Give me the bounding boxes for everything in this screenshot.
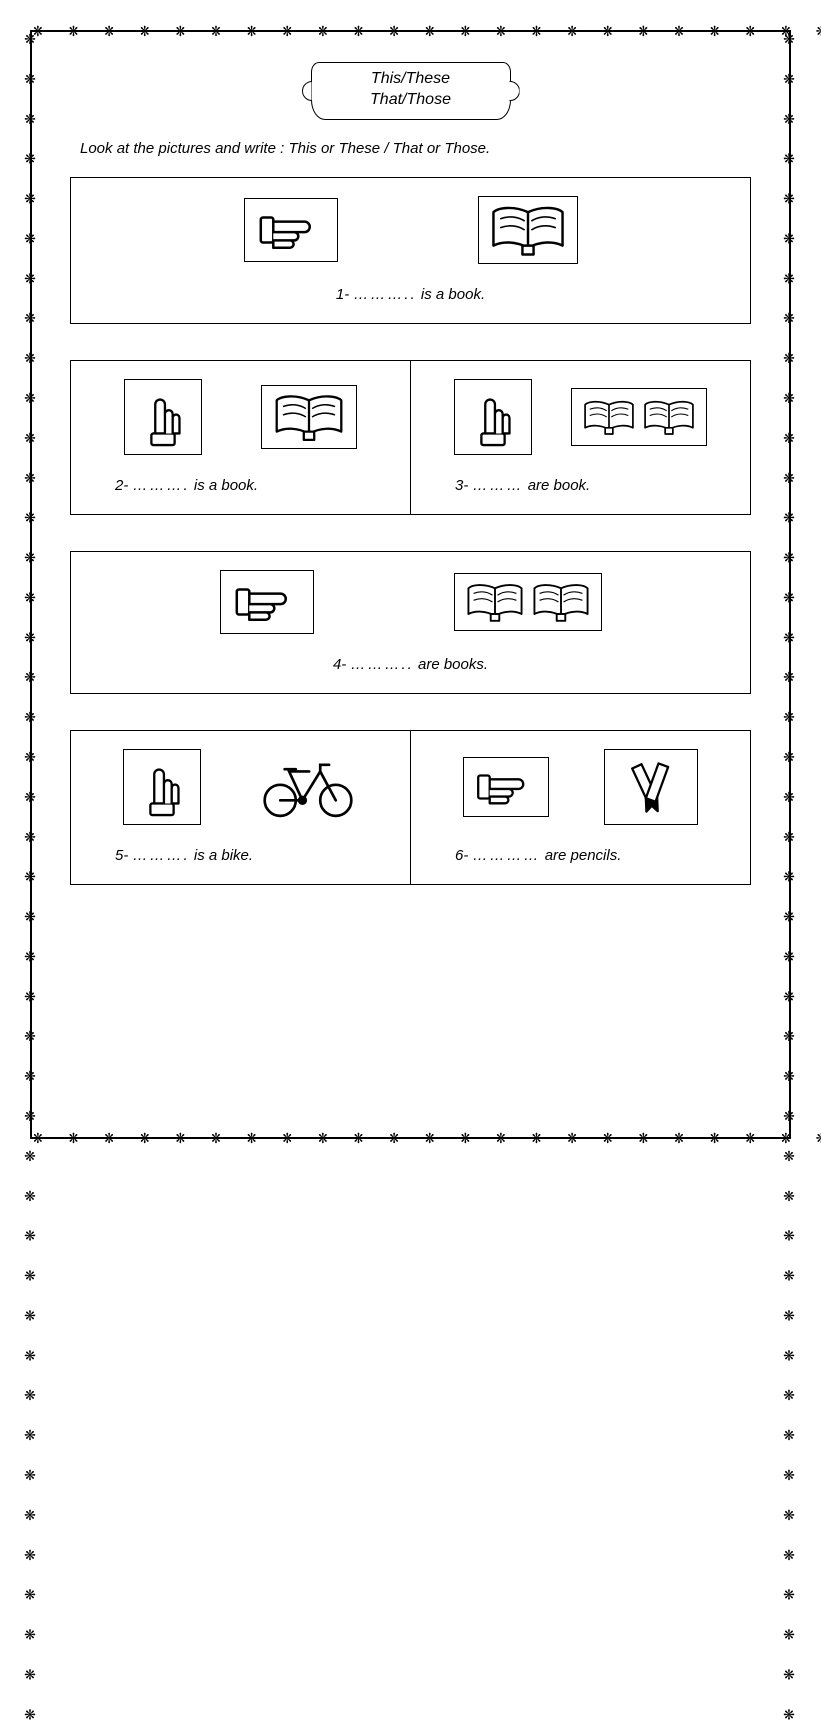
question-5: 5- ………. is a bike. <box>85 847 396 864</box>
question-6: 6- ………… are pencils. <box>425 847 736 864</box>
worksheet-page: ❋ ❋ ❋ ❋ ❋ ❋ ❋ ❋ ❋ ❋ ❋ ❋ ❋ ❋ ❋ ❋ ❋ ❋ ❋ ❋ … <box>30 30 791 1139</box>
q5-num: 5- <box>115 847 128 864</box>
books-icon <box>571 388 707 446</box>
title-banner: This/These That/Those <box>311 62 511 120</box>
hand-point-right-icon <box>244 198 338 262</box>
hand-point-right-icon <box>463 757 549 817</box>
book-open-icon <box>478 196 578 264</box>
q1-blank: ……….. <box>353 286 416 303</box>
instruction-text: Look at the pictures and write : This or… <box>80 140 761 157</box>
q1-num: 1- <box>336 286 349 303</box>
exercise-row-2-3: 2- ………. is a book. 3- ……… are book. <box>70 360 751 515</box>
question-2: 2- ………. is a book. <box>85 477 396 494</box>
q2-num: 2- <box>115 477 128 494</box>
exercise-box-1: 1- ……….. is a book. <box>70 177 751 324</box>
ornament-right: ❋ ❋ ❋ ❋ ❋ ❋ ❋ ❋ ❋ ❋ ❋ ❋ ❋ ❋ ❋ ❋ ❋ ❋ ❋ ❋ … <box>783 32 797 1137</box>
exercise-row-5-6: 5- ………. is a bike. 6- ………… are pencils. <box>70 730 751 885</box>
q4-rest: are books. <box>418 656 488 673</box>
question-3: 3- ……… are book. <box>425 477 736 494</box>
q2-rest: is a book. <box>194 477 258 494</box>
q4-blank: ……….. <box>350 656 413 673</box>
exercise-box-4: 4- ……….. are books. <box>70 551 751 694</box>
q5-rest: is a bike. <box>194 847 253 864</box>
q5-blank: ………. <box>133 847 190 864</box>
book-open-icon <box>261 385 357 449</box>
q6-num: 6- <box>455 847 468 864</box>
q3-num: 3- <box>455 477 468 494</box>
q6-blank: ………… <box>473 847 541 864</box>
question-4: 4- ……….. are books. <box>89 656 732 673</box>
pencils-icon <box>604 749 698 825</box>
ornament-bottom: ❋ ❋ ❋ ❋ ❋ ❋ ❋ ❋ ❋ ❋ ❋ ❋ ❋ ❋ ❋ ❋ ❋ ❋ ❋ ❋ … <box>32 1131 789 1145</box>
exercise-cell-5: 5- ………. is a bike. <box>71 731 411 884</box>
title-line1: This/These <box>312 69 510 90</box>
hand-point-right-icon <box>220 570 314 634</box>
title-line2: That/Those <box>312 90 510 111</box>
q3-rest: are book. <box>528 477 591 494</box>
q6-rest: are pencils. <box>545 847 622 864</box>
hand-point-up-icon <box>124 379 202 455</box>
ornament-top: ❋ ❋ ❋ ❋ ❋ ❋ ❋ ❋ ❋ ❋ ❋ ❋ ❋ ❋ ❋ ❋ ❋ ❋ ❋ ❋ … <box>32 24 789 38</box>
ornament-left: ❋ ❋ ❋ ❋ ❋ ❋ ❋ ❋ ❋ ❋ ❋ ❋ ❋ ❋ ❋ ❋ ❋ ❋ ❋ ❋ … <box>24 32 38 1137</box>
q4-num: 4- <box>333 656 346 673</box>
hand-point-up-icon <box>454 379 532 455</box>
question-1: 1- ……….. is a book. <box>89 286 732 303</box>
exercise-cell-6: 6- ………… are pencils. <box>411 731 750 884</box>
q1-rest: is a book. <box>421 286 485 303</box>
q2-blank: ………. <box>133 477 190 494</box>
hand-point-up-icon <box>123 749 201 825</box>
bicycle-icon <box>258 755 358 819</box>
exercise-cell-2: 2- ………. is a book. <box>71 361 411 514</box>
books-icon <box>454 573 602 631</box>
q3-blank: ……… <box>473 477 524 494</box>
exercise-cell-3: 3- ……… are book. <box>411 361 750 514</box>
